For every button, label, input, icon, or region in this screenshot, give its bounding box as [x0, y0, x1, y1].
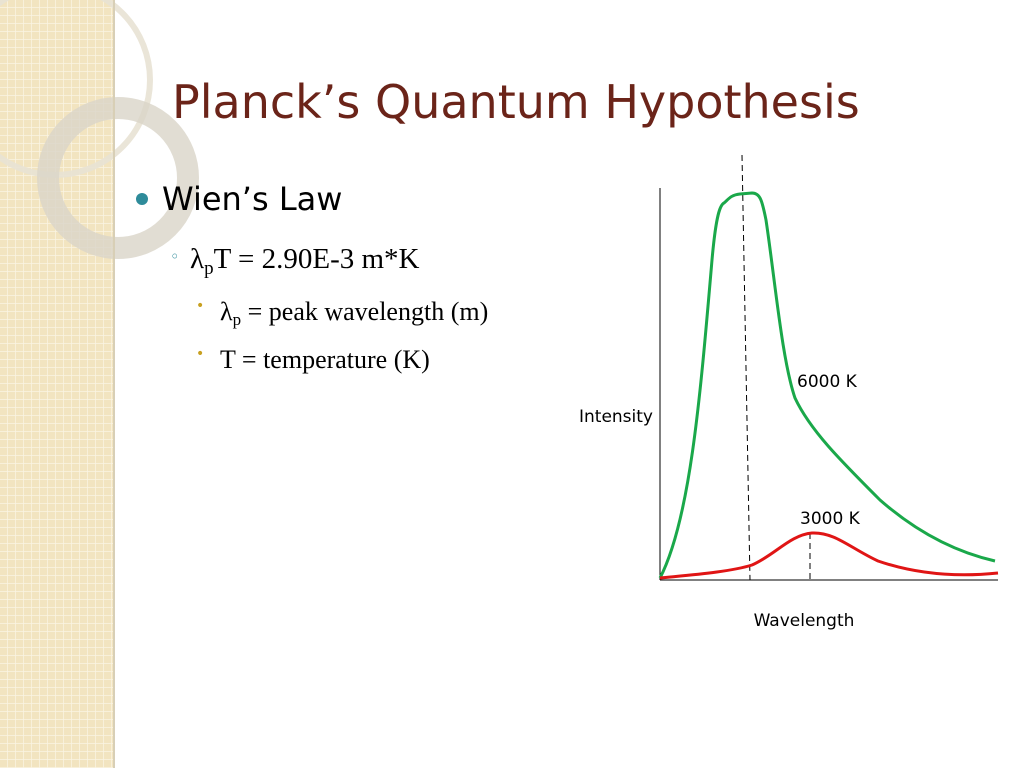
diagram: 6000 K 3000 K Intensity Wavelength: [579, 154, 999, 631]
sub-sub-bullet-marker: •: [196, 298, 204, 314]
curve-label: 6000 K: [797, 372, 858, 392]
sub-sub-bullet-marker: •: [196, 346, 204, 362]
curve-6000k: [658, 191, 996, 579]
side-decoration: [0, 0, 199, 768]
sub-sub-bullet-text: λp = peak wavelength (m): [220, 297, 488, 329]
sub-bullet-text: λpT = 2.90E-3 m*K: [190, 243, 420, 279]
x-axis-label: Wavelength: [754, 611, 855, 631]
bullet-dot: [136, 193, 148, 205]
peak-line: [741, 154, 751, 581]
curve-3000k: [659, 531, 999, 580]
y-axis-label: Intensity: [579, 407, 653, 427]
sub-sub-bullet-text: T = temperature (K): [220, 345, 430, 374]
curve-label: 3000 K: [800, 509, 861, 529]
sub-bullet-marker: ◦: [170, 247, 179, 266]
bullet-text: Wien’s Law: [162, 180, 342, 218]
slide-title: Planck’s Quantum Hypothesis: [172, 75, 860, 129]
